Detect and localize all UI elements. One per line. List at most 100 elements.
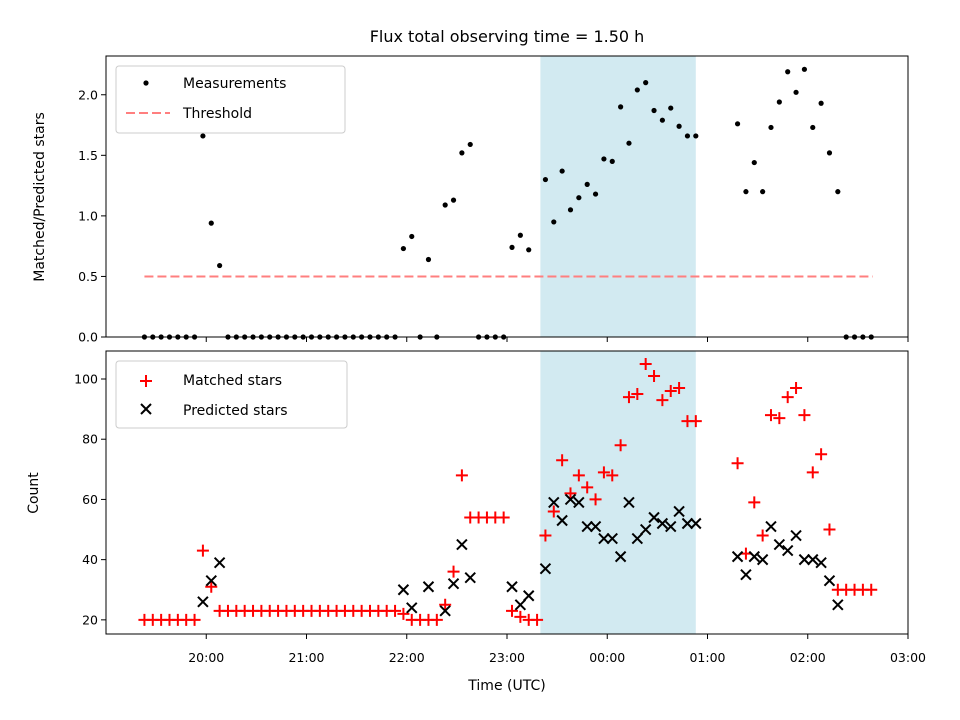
- predicted-star-point: [548, 496, 560, 509]
- matched-star-point: [506, 604, 519, 617]
- matched-star-point: [689, 415, 702, 428]
- measurement-point: [643, 80, 649, 86]
- predicted-star-point: [422, 581, 435, 593]
- measurement-point: [751, 159, 757, 166]
- matched-star-point: [531, 613, 544, 626]
- y-tick-label: 1.5: [78, 148, 98, 163]
- predicted-star-point: [773, 538, 786, 551]
- predicted-star-point: [740, 568, 752, 581]
- matched-star-point: [748, 496, 761, 509]
- measurement-point: [217, 262, 223, 269]
- top-y-ticks: 0.0 0.5 1.0 1.5 2.0: [78, 87, 106, 345]
- measurement-point: [776, 99, 782, 105]
- measurement-point: [684, 133, 691, 139]
- predicted-star-point: [681, 517, 694, 530]
- bottom-legend-box: [115, 360, 348, 429]
- predicted-star-point: [589, 520, 602, 533]
- measurement-point: [693, 133, 699, 139]
- matched-star-point: [430, 613, 443, 626]
- measurement-point: [559, 168, 565, 174]
- matched-star-point: [188, 613, 201, 626]
- matched-star-point: [764, 409, 777, 422]
- predicted-star-point: [798, 553, 811, 566]
- matched-star-point: [756, 529, 769, 542]
- predicted-star-point: [731, 550, 744, 563]
- matched-star-point: [539, 529, 552, 542]
- x-tick-label: 23:00: [489, 650, 525, 665]
- matched-star-point: [397, 607, 410, 620]
- measurement-point: [542, 176, 549, 183]
- measurement-point: [734, 121, 741, 127]
- y-tick-label: 1.0: [78, 208, 98, 223]
- measurement-point: [659, 117, 665, 123]
- predicted-star-point: [506, 581, 518, 593]
- matched-star-point: [798, 409, 811, 422]
- matched-star-point: [673, 382, 686, 395]
- measurement-point: [450, 197, 457, 203]
- predicted-star-point: [213, 556, 226, 569]
- matched-star-point: [631, 388, 644, 401]
- y-tick-label: 80: [82, 432, 98, 447]
- measurement-point: [400, 245, 407, 252]
- top-y-axis-label: Matched/Predicted stars: [32, 112, 48, 282]
- measurement-point: [409, 233, 415, 240]
- predicted-star-point: [205, 575, 217, 587]
- matched-star-point: [389, 604, 402, 617]
- predicted-star-point: [807, 553, 819, 566]
- predicted-star-point: [439, 605, 451, 617]
- predicted-star-point: [447, 578, 460, 590]
- bottom-highlight-span: [540, 351, 696, 634]
- y-tick-label: 0.5: [78, 269, 98, 284]
- matched-star-point: [572, 469, 585, 482]
- measurement-point: [551, 219, 557, 225]
- measurement-point: [835, 189, 841, 195]
- measurement-point: [601, 156, 607, 162]
- y-tick-label: 40: [82, 552, 98, 567]
- matched-star-point: [514, 610, 527, 623]
- measurement-point: [200, 133, 206, 139]
- matched-star-point: [564, 487, 577, 500]
- matched-star-point: [614, 439, 627, 452]
- matched-star-point: [439, 598, 452, 611]
- predicted-star-point: [564, 493, 577, 506]
- matched-star-point: [865, 583, 878, 596]
- predicted-star-point: [523, 590, 535, 602]
- x-tick-label: 02:00: [790, 650, 826, 665]
- measurement-point: [634, 87, 640, 93]
- matched-star-point: [597, 466, 610, 479]
- legend-measurements-label: Measurements: [183, 76, 286, 92]
- y-tick-label: 100: [74, 371, 98, 386]
- matched-star-point: [205, 580, 218, 593]
- matched-star-point: [781, 391, 794, 404]
- predicted-star-point: [648, 511, 660, 524]
- matched-star-point: [581, 481, 594, 494]
- measurement-point: [818, 100, 824, 106]
- predicted-star-point: [823, 575, 836, 587]
- matched-star-point: [773, 412, 786, 425]
- matched-star-point: [622, 391, 635, 404]
- predicted-star-point: [573, 496, 585, 509]
- matched-star-point: [589, 493, 602, 506]
- measurement-point: [467, 141, 473, 148]
- matched-star-point: [455, 469, 468, 482]
- matched-star-point: [806, 466, 819, 479]
- legend-predicted-marker: [140, 403, 152, 415]
- matched-star-point: [547, 505, 560, 518]
- measurement-point: [676, 123, 682, 129]
- legend-predicted-label: Predicted stars: [183, 403, 288, 419]
- x-tick-label: 21:00: [288, 650, 324, 665]
- bottom-x-ticks: 20:00 21:00 22:00 23:00 00:00 01:00 02:00 03:00: [188, 634, 926, 665]
- x-tick-label: 22:00: [389, 650, 425, 665]
- predicted-star-point: [673, 505, 685, 518]
- bottom-legend: Matched stars Predicted stars: [115, 360, 348, 429]
- predicted-star-point: [665, 520, 677, 533]
- measurement-point: [785, 69, 791, 75]
- measurement-point: [517, 232, 523, 238]
- x-tick-label: 20:00: [188, 650, 224, 665]
- predicted-star-point: [514, 599, 527, 611]
- measurement-point: [668, 105, 674, 111]
- top-panel: 0.00.51.01.52.0 Matched/Predicted stars …: [32, 55, 909, 345]
- predicted-star-point: [815, 556, 827, 569]
- legend-matched-marker: [140, 375, 152, 387]
- predicted-star-point: [606, 532, 618, 545]
